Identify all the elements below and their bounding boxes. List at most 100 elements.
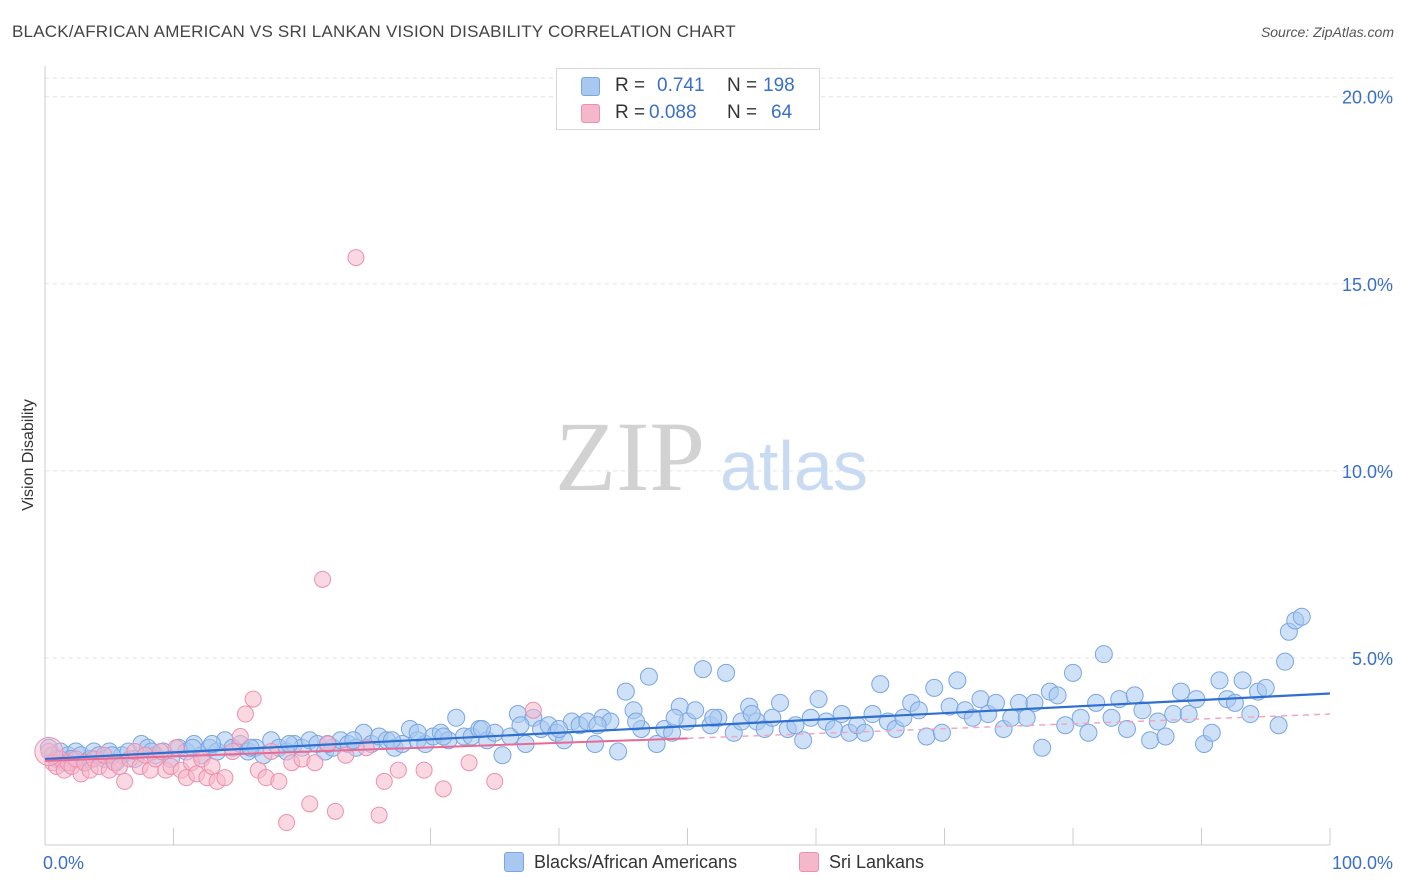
- legend-r-value: 0.741: [657, 75, 705, 96]
- data-point-srilankans: [262, 742, 280, 760]
- data-point-blacks: [832, 705, 851, 724]
- data-point-blacks: [1141, 731, 1160, 750]
- data-point-srilankans: [231, 727, 249, 745]
- watermark: ZIP atlas: [555, 401, 868, 512]
- data-point-blacks: [1292, 607, 1311, 626]
- data-point-blacks: [280, 734, 299, 753]
- data-point-blacks: [717, 663, 736, 682]
- data-point-blacks: [917, 727, 936, 746]
- data-point-blacks: [1071, 708, 1090, 727]
- axes: [44, 66, 1331, 846]
- bottom-legend-label-blacks: Blacks/African Americans: [534, 852, 738, 872]
- data-point-blacks: [863, 705, 882, 724]
- data-point-srilankans: [244, 690, 262, 708]
- data-point-blacks: [894, 708, 913, 727]
- data-point-blacks: [1125, 686, 1144, 705]
- chart-title: BLACK/AFRICAN AMERICAN VS SRI LANKAN VIS…: [12, 22, 736, 41]
- data-point-srilankans: [389, 761, 407, 779]
- data-point-blacks: [855, 723, 874, 742]
- legend-swatch-srilankans: [581, 104, 600, 123]
- correlation-legend: R = 0.741 N = 198 R = 0.088 N = 64: [556, 68, 820, 130]
- data-point-blacks: [639, 667, 658, 686]
- x-tick-label: 0.0%: [43, 853, 84, 873]
- legend-r-label: R =: [615, 75, 646, 96]
- data-point-srilankans: [216, 769, 234, 787]
- data-point-blacks: [1056, 716, 1075, 735]
- data-point-srilankans: [434, 780, 452, 798]
- data-point-blacks: [665, 708, 684, 727]
- data-points: [34, 249, 1311, 832]
- data-point-blacks: [511, 716, 530, 735]
- data-point-blacks: [203, 734, 222, 753]
- bottom-legend-swatch-blacks: [504, 852, 524, 872]
- y-tick-label: 15.0%: [1342, 275, 1393, 295]
- data-point-srilankans: [370, 806, 388, 824]
- data-point-blacks: [693, 660, 712, 679]
- data-point-blacks: [1025, 693, 1044, 712]
- legend-n-label: N =: [727, 75, 758, 96]
- data-point-blacks: [609, 742, 628, 761]
- data-point-blacks: [948, 671, 967, 690]
- data-point-blacks: [434, 727, 453, 746]
- trend-line-blacks: [44, 692, 1331, 761]
- source-label: Source: ZipAtlas.com: [1260, 24, 1394, 40]
- data-point-blacks: [1133, 701, 1152, 720]
- data-point-blacks: [932, 723, 951, 742]
- legend-n-value: 198: [763, 75, 795, 96]
- trend-line-srilankans-extension: [687, 713, 1331, 740]
- trend-line-srilankans: [44, 737, 688, 762]
- data-point-blacks: [1269, 716, 1288, 735]
- data-point-blacks: [616, 682, 635, 701]
- data-point-blacks: [771, 693, 790, 712]
- data-point-blacks: [763, 708, 782, 727]
- data-point-blacks: [1202, 723, 1221, 742]
- data-point-srilankans: [116, 772, 134, 790]
- data-point-blacks: [1179, 705, 1198, 724]
- data-point-srilankans: [203, 757, 221, 775]
- data-point-blacks: [1064, 663, 1082, 682]
- bottom-legend-label-srilankans: Sri Lankans: [829, 852, 925, 872]
- data-point-blacks: [824, 720, 843, 739]
- grid-lines: [45, 77, 1395, 659]
- legend-r-label: R =: [615, 102, 646, 123]
- bottom-legend-swatch-srilankans: [799, 852, 819, 872]
- data-point-blacks: [472, 720, 491, 739]
- data-point-blacks: [1210, 671, 1229, 690]
- data-point-srilankans: [347, 249, 365, 267]
- data-point-srilankans: [375, 772, 393, 790]
- data-point-srilankans: [314, 570, 332, 588]
- data-point-blacks: [447, 708, 466, 727]
- legend-n-label: N =: [727, 102, 758, 123]
- data-point-blacks: [1233, 671, 1252, 690]
- tick-labels: 5.0% 10.0% 15.0% 20.0% 0.0% 100.0%: [43, 88, 1393, 873]
- trend-lines: [44, 692, 1331, 762]
- data-point-blacks: [1225, 693, 1244, 712]
- data-point-blacks: [647, 734, 666, 753]
- data-point-srilankans: [236, 705, 254, 723]
- data-point-srilankans: [326, 802, 344, 820]
- data-point-blacks: [704, 708, 723, 727]
- data-point-blacks: [585, 734, 604, 753]
- y-tick-label: 5.0%: [1352, 649, 1393, 669]
- data-point-blacks: [742, 705, 761, 724]
- data-point-blacks: [986, 693, 1005, 712]
- data-point-blacks: [1079, 723, 1098, 742]
- data-point-blacks: [1102, 708, 1121, 727]
- data-point-blacks: [794, 731, 813, 750]
- bottom-legend-srilankans: Sri Lankans: [799, 852, 924, 873]
- data-point-blacks: [809, 690, 828, 709]
- watermark-atlas: atlas: [720, 427, 868, 505]
- data-point-srilankans: [306, 754, 324, 772]
- data-point-srilankans: [270, 772, 288, 790]
- data-point-srilankans: [524, 701, 542, 719]
- data-point-blacks: [925, 678, 944, 697]
- data-point-blacks: [1276, 652, 1295, 671]
- data-point-blacks: [1094, 645, 1113, 664]
- data-point-blacks: [801, 708, 820, 727]
- data-point-blacks: [1117, 720, 1136, 739]
- data-point-blacks: [1002, 708, 1021, 727]
- data-point-blacks: [1171, 682, 1190, 701]
- watermark-zip: ZIP: [555, 401, 705, 512]
- data-point-blacks: [1033, 738, 1052, 757]
- data-point-srilankans: [301, 795, 319, 813]
